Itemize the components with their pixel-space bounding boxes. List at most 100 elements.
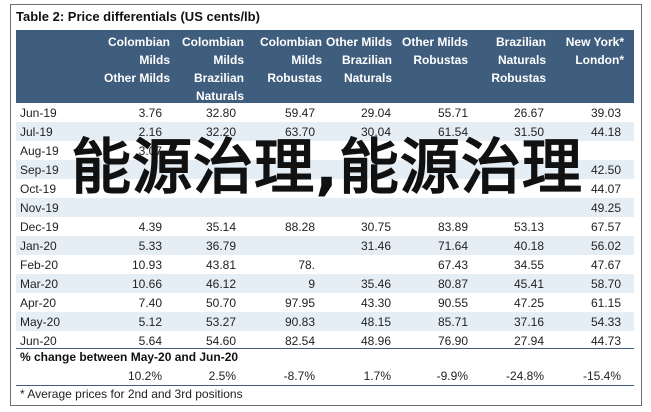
table-cell: 43.81 — [205, 258, 236, 272]
table-cell: 40.18 — [513, 239, 544, 253]
table-row: Jul-19 2.16 32.20 63.70 30.04 61.54 31.5… — [16, 122, 634, 141]
table-cell: 54.60 — [205, 334, 236, 348]
table-cell: 47.67 — [590, 258, 621, 272]
table-row: Apr-20 7.40 50.70 97.95 43.30 90.55 47.2… — [16, 293, 634, 312]
table-cell: 4.39 — [138, 220, 162, 234]
table-cell: 71.64 — [437, 239, 468, 253]
table-cell: 30.75 — [360, 220, 391, 234]
table-cell: 34.55 — [513, 258, 544, 272]
column-header: New York* London* — [565, 35, 624, 67]
percent-cell: 1.7% — [363, 369, 391, 383]
column-header: Colombian Milds Other Milds — [103, 35, 170, 85]
table-cell: 90.83 — [284, 315, 315, 329]
row-label: Apr-20 — [20, 296, 57, 310]
table-cell: 39.03 — [590, 106, 621, 120]
table-cell: 37.16 — [513, 315, 544, 329]
percent-change-row: 10.2% 2.5% -8.7% 1.7% -9.9% -24.8% -15.4… — [16, 366, 634, 385]
table-cell: 30.04 — [360, 125, 391, 139]
percent-cell: 10.2% — [127, 369, 162, 383]
table-cell: 7.40 — [138, 296, 162, 310]
table-cell: 27.94 — [513, 334, 544, 348]
percent-cell: 2.5% — [208, 369, 236, 383]
row-label: Jun-19 — [20, 106, 57, 120]
row-label: Sep-19 — [20, 163, 59, 177]
divider — [16, 385, 634, 386]
table-cell: 55.71 — [437, 106, 468, 120]
row-label: Feb-20 — [20, 258, 59, 272]
row-label: Jan-20 — [20, 239, 57, 253]
table-cell: 67.57 — [590, 220, 621, 234]
table-cell: 54.33 — [590, 315, 621, 329]
table-row: Sep-19 42.50 — [16, 160, 634, 179]
table-body: Jun-19 3.76 32.80 59.47 29.04 55.71 26.6… — [16, 103, 634, 350]
table-cell: 36.79 — [205, 239, 236, 253]
table-cell: 44.07 — [590, 182, 621, 196]
row-label: Jul-19 — [20, 125, 53, 139]
table-row: Aug-19 3.07 — [16, 141, 634, 160]
table-cell: 5.64 — [138, 334, 162, 348]
table-cell: 53.13 — [513, 220, 544, 234]
table-cell: 56.02 — [590, 239, 621, 253]
table-cell: 63.70 — [284, 125, 315, 139]
table-cell: 49.25 — [590, 201, 621, 215]
percent-cell: -15.4% — [582, 369, 621, 383]
table-row: Mar-20 10.66 46.12 9 35.46 80.87 45.41 5… — [16, 274, 634, 293]
table-cell: 10.66 — [131, 277, 162, 291]
table-title: Table 2: Price differentials (US cents/l… — [16, 9, 260, 24]
table-cell: 61.54 — [437, 125, 468, 139]
table-cell: 58.70 — [590, 277, 621, 291]
table-row: Jun-19 3.76 32.80 59.47 29.04 55.71 26.6… — [16, 103, 634, 122]
table-cell: 5.12 — [138, 315, 162, 329]
percent-cell: -8.7% — [283, 369, 315, 383]
table-cell: 31.46 — [360, 239, 391, 253]
table-row: Oct-19 44.07 — [16, 179, 634, 198]
table-row: Feb-20 10.93 43.81 78. 67.43 34.55 47.67 — [16, 255, 634, 274]
table-cell: 67.43 — [437, 258, 468, 272]
table-header: Colombian Milds Other Milds Colombian Milds… — [16, 30, 634, 103]
row-label: Jun-20 — [20, 334, 57, 348]
percent-cell: -9.9% — [436, 369, 468, 383]
table-cell: 26.67 — [513, 106, 544, 120]
divider — [16, 102, 634, 103]
table-cell: 35.14 — [205, 220, 236, 234]
table-cell: 53.27 — [205, 315, 236, 329]
row-label: Oct-19 — [20, 182, 57, 196]
table-row: Jun-20 5.64 54.60 82.54 48.96 76.90 27.9… — [16, 331, 634, 350]
table-cell: 88.28 — [284, 220, 315, 234]
table-row: May-20 5.12 53.27 90.83 48.15 85.71 37.1… — [16, 312, 634, 331]
percent-change-label: % change between May-20 and Jun-20 — [20, 350, 239, 364]
table-cell: 85.71 — [437, 315, 468, 329]
table-cell: 9 — [308, 277, 315, 291]
row-label: Dec-19 — [20, 220, 59, 234]
table-cell: 48.96 — [360, 334, 391, 348]
table-cell: 78. — [298, 258, 315, 272]
table-cell: 47.25 — [513, 296, 544, 310]
table-cell: 48.15 — [360, 315, 391, 329]
table-cell: 3.76 — [138, 106, 162, 120]
table-cell: 46.12 — [205, 277, 236, 291]
table-cell: 10.93 — [131, 258, 162, 272]
table-cell: 42.50 — [590, 163, 621, 177]
column-header: Brazilian Naturals Robustas — [491, 35, 546, 85]
table-cell: 50.70 — [205, 296, 236, 310]
table-row: Jan-20 5.33 36.79 31.46 71.64 40.18 56.0… — [16, 236, 634, 255]
table-cell: 29.04 — [360, 106, 391, 120]
table-cell: 82.54 — [284, 334, 315, 348]
table-cell: 32.20 — [205, 125, 236, 139]
table-cell: 43.30 — [360, 296, 391, 310]
table-cell: 2.16 — [138, 125, 162, 139]
table-cell: 80.87 — [437, 277, 468, 291]
table-cell: 31.50 — [513, 125, 544, 139]
footnote: * Average prices for 2nd and 3rd positio… — [20, 387, 243, 401]
table-cell: 90.55 — [437, 296, 468, 310]
percent-cell: -24.8% — [505, 369, 544, 383]
column-header: Other Milds Brazilian Naturals — [325, 35, 392, 85]
table-row: Nov-19 49.25 — [16, 198, 634, 217]
divider — [16, 348, 634, 349]
table-cell: 44.73 — [590, 334, 621, 348]
table-cell: 45.41 — [513, 277, 544, 291]
table-cell: 97.95 — [284, 296, 315, 310]
table-row: Dec-19 4.39 35.14 88.28 30.75 83.89 53.1… — [16, 217, 634, 236]
table-cell: 5.33 — [138, 239, 162, 253]
table-cell: 59.47 — [284, 106, 315, 120]
